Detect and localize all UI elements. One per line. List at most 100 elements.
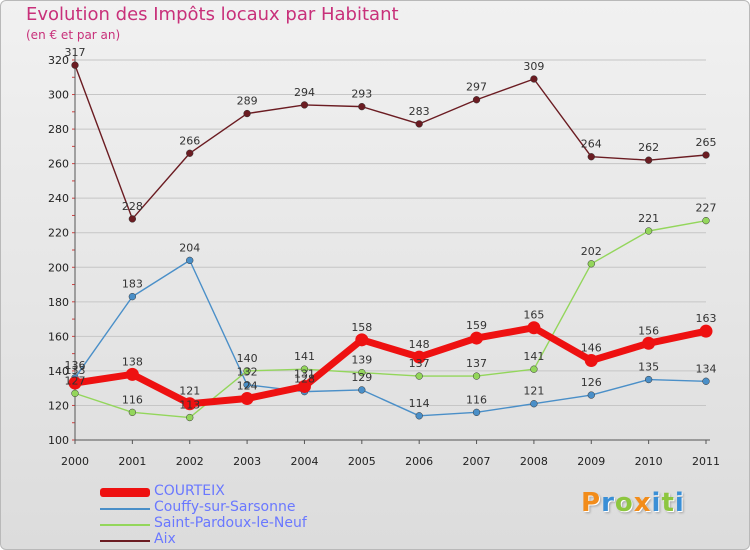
data-point <box>527 321 541 335</box>
data-point <box>587 260 595 268</box>
logo-letter: x <box>633 488 652 518</box>
data-label: 289 <box>237 95 258 108</box>
data-point <box>472 408 481 417</box>
series-line <box>74 64 707 220</box>
data-label: 264 <box>581 138 602 151</box>
legend-swatch <box>100 508 150 510</box>
y-tick-label: 240 <box>48 192 69 205</box>
data-label: 165 <box>523 309 544 322</box>
series-line <box>71 324 710 408</box>
data-point <box>297 379 311 393</box>
data-point <box>128 408 137 417</box>
data-label: 262 <box>638 141 659 154</box>
chart-title: Evolution des Impôts locaux par Habitant <box>26 4 399 25</box>
data-label: 138 <box>122 355 143 368</box>
data-point <box>128 215 137 223</box>
data-label: 183 <box>122 278 143 291</box>
data-point <box>530 75 538 83</box>
data-label: 131 <box>294 367 315 380</box>
data-point <box>584 354 598 368</box>
data-label: 128 <box>294 373 315 386</box>
data-label: 159 <box>466 319 487 332</box>
logo-letter: r <box>601 488 615 518</box>
y-tick-label: 300 <box>48 89 69 102</box>
y-tick-label: 100 <box>48 434 69 447</box>
data-label: 135 <box>638 361 659 374</box>
data-point <box>183 397 197 411</box>
data-label: 126 <box>581 376 602 389</box>
legend-label: COURTEIX <box>154 483 225 499</box>
data-point <box>642 336 656 350</box>
data-point <box>587 391 595 399</box>
data-label: 294 <box>294 86 315 99</box>
logo-letter: i <box>651 488 662 518</box>
data-label: 202 <box>581 245 602 258</box>
data-label: 163 <box>696 312 717 325</box>
data-label: 139 <box>351 354 372 367</box>
logo-letter: i <box>674 488 685 518</box>
data-point <box>243 109 251 118</box>
data-label: 317 <box>65 46 86 59</box>
data-label: 121 <box>179 385 200 398</box>
data-point <box>415 412 423 420</box>
x-tick-label: 2002 <box>176 455 204 468</box>
data-point <box>186 149 194 157</box>
data-label: 136 <box>65 359 86 372</box>
data-label: 283 <box>409 105 430 118</box>
data-point <box>644 227 653 235</box>
x-tick-label: 2007 <box>463 455 491 468</box>
y-tick-label: 280 <box>48 123 69 136</box>
data-point <box>358 368 366 377</box>
x-tick-label: 2008 <box>520 455 548 468</box>
series-line <box>74 219 707 419</box>
data-point <box>240 392 254 406</box>
data-point <box>702 377 710 385</box>
data-label: 297 <box>466 81 487 94</box>
data-point <box>415 120 423 128</box>
data-point <box>68 376 82 390</box>
data-point <box>243 381 251 389</box>
data-label: 148 <box>409 338 430 351</box>
data-point <box>243 367 251 375</box>
data-label: 113 <box>179 399 200 412</box>
legend-swatch <box>100 524 150 526</box>
data-label: 293 <box>351 88 372 101</box>
data-point <box>644 375 653 384</box>
data-point <box>470 331 484 345</box>
data-point <box>702 151 710 159</box>
data-label: 204 <box>179 241 200 254</box>
y-tick-label: 160 <box>48 330 69 343</box>
data-point <box>412 350 426 364</box>
data-point <box>530 365 538 373</box>
x-tick-label: 2003 <box>233 455 261 468</box>
y-tick-label: 120 <box>48 399 69 412</box>
data-point <box>472 96 481 104</box>
legend-label: Aix <box>154 531 176 547</box>
data-point <box>300 365 309 373</box>
x-tick-label: 2001 <box>118 455 146 468</box>
data-label: 134 <box>696 362 717 375</box>
logo-letter: t <box>661 488 675 518</box>
logo-letter: o <box>614 488 634 518</box>
data-point <box>358 102 366 111</box>
y-tick-label: 180 <box>48 296 69 309</box>
data-point <box>472 372 481 380</box>
data-point <box>587 153 595 161</box>
data-point <box>186 413 194 422</box>
legend-label: Saint-Pardoux-le-Neuf <box>154 515 307 531</box>
data-label: 309 <box>523 60 544 73</box>
data-point <box>125 367 139 381</box>
data-point <box>699 324 713 338</box>
data-point <box>415 372 423 380</box>
data-point <box>71 389 79 398</box>
data-label: 133 <box>65 364 86 377</box>
legend-label: Couffy-sur-Sarsonne <box>154 499 296 515</box>
data-point <box>530 400 538 408</box>
y-tick-label: 200 <box>48 261 69 274</box>
data-point <box>128 292 137 301</box>
data-label: 129 <box>351 371 372 384</box>
data-point <box>71 61 79 69</box>
x-tick-label: 2009 <box>577 455 605 468</box>
data-label: 156 <box>638 324 659 337</box>
data-label: 265 <box>696 136 717 149</box>
